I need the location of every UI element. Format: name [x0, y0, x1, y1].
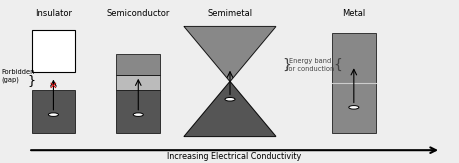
Text: Semimetal: Semimetal — [207, 9, 252, 18]
Text: }: } — [27, 74, 35, 87]
Circle shape — [133, 113, 143, 116]
Text: Metal: Metal — [341, 9, 364, 18]
Text: Increasing Electrical Conductivity: Increasing Electrical Conductivity — [167, 153, 301, 162]
Text: ✕: ✕ — [49, 81, 58, 90]
Text: {: { — [332, 58, 341, 72]
Circle shape — [48, 113, 58, 116]
Bar — [116, 75, 160, 90]
Text: Forbidden
(gap): Forbidden (gap) — [2, 69, 35, 83]
Bar — [331, 33, 375, 133]
Bar — [116, 54, 160, 75]
Bar — [32, 30, 75, 72]
Text: }: } — [282, 58, 291, 72]
Bar — [32, 90, 75, 133]
Text: Insulator: Insulator — [35, 9, 72, 18]
Circle shape — [224, 97, 235, 101]
Polygon shape — [184, 82, 275, 136]
Text: Semiconductor: Semiconductor — [106, 9, 169, 18]
Polygon shape — [184, 27, 275, 82]
Text: Energy band
for conduction: Energy band for conduction — [285, 58, 334, 72]
Bar — [116, 90, 160, 133]
Circle shape — [348, 106, 358, 109]
